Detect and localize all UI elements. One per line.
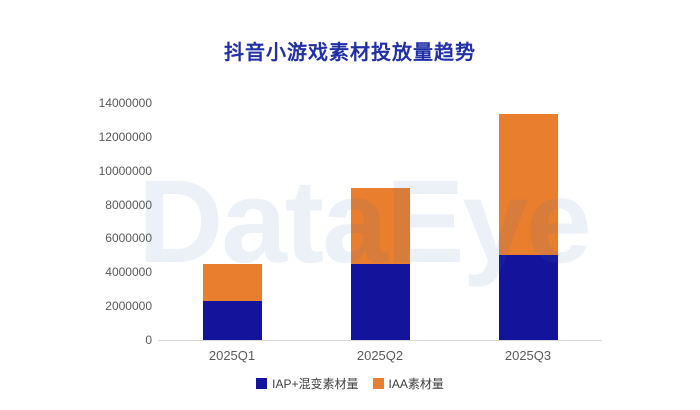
y-axis-tick-label: 8000000 [105,197,152,212]
y-axis-tick-label: 14000000 [98,96,152,110]
x-axis-tick-label: 2025Q3 [504,348,552,363]
legend-item-iap: IAP+混变素材量 [256,375,359,392]
y-axis-tick-label: 0 [145,333,152,347]
y-axis-tick-label: 4000000 [105,265,152,280]
legend-item-iaa: IAA素材量 [372,375,444,392]
bar-segment-iaa-2025Q2 [350,188,410,264]
chart-title: 抖音小游戏素材投放量趋势 [224,42,476,64]
y-axis-tick-label: 2000000 [105,299,152,314]
legend-label: IAA素材量 [388,377,444,391]
bar-segment-iap-2025Q1 [202,301,262,340]
legend-swatch-icon [256,378,268,389]
y-axis-tick-label: 6000000 [105,231,152,246]
x-axis-tick-label: 2025Q2 [356,348,404,363]
y-axis-tick-label: 12000000 [98,129,152,144]
x-axis-tick-label: 2025Q1 [208,348,256,363]
x-axis-line [158,340,602,341]
bar-segment-iap-2025Q3 [498,255,558,340]
bar-segment-iap-2025Q2 [350,263,410,340]
chart-legend: IAP+混变素材量 IAA素材量 [0,375,700,392]
bar-segment-iaa-2025Q1 [202,264,262,302]
y-axis-tick-label: 10000000 [98,163,152,178]
bar-segment-iaa-2025Q3 [498,114,558,256]
legend-label: IAP+混变素材量 [272,377,359,391]
legend-swatch-icon [372,378,384,389]
